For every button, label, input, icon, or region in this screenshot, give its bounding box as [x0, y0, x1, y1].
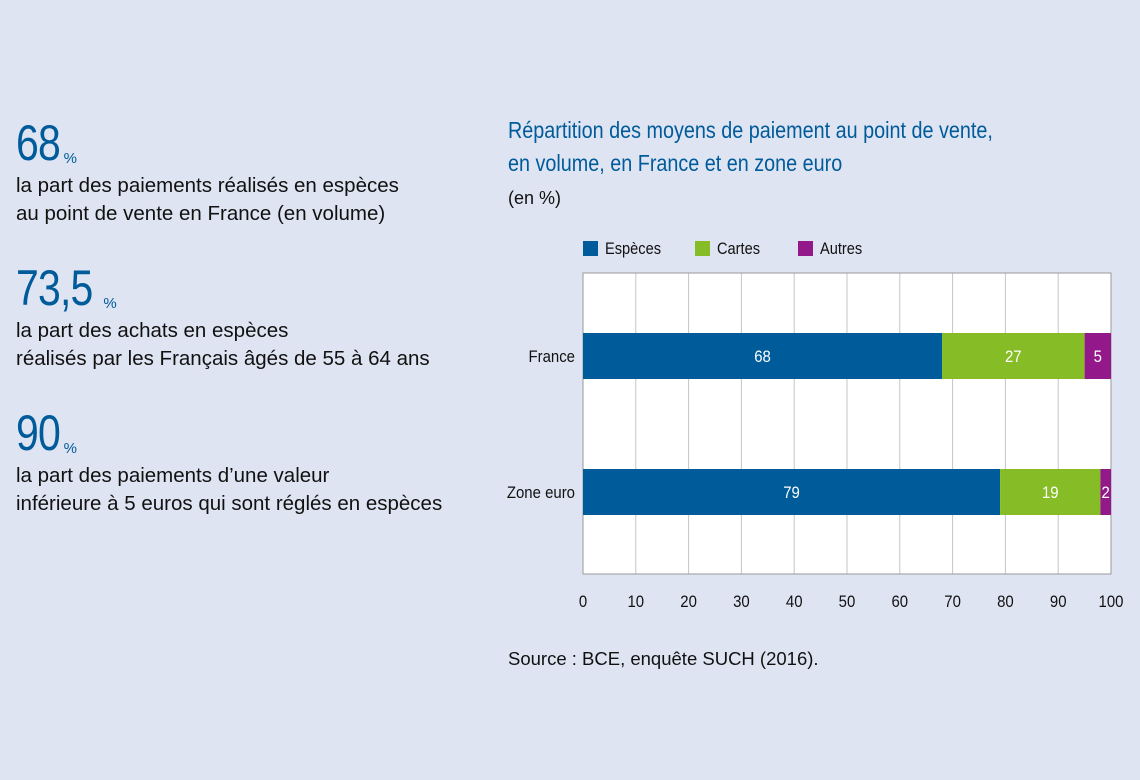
- bar-segment: [1000, 469, 1101, 515]
- legend-swatch: [583, 241, 598, 256]
- stat-value: 73,5: [16, 260, 93, 316]
- x-tick-label: 30: [733, 593, 750, 611]
- stat-unit: %: [63, 440, 77, 457]
- stat-description-line: inférieure à 5 euros qui sont réglés en …: [16, 492, 443, 515]
- stat-1: 68 % la part des paiements réalisés en e…: [16, 118, 399, 228]
- stat-3: 90 % la part des paiements d’une valeur …: [16, 408, 442, 518]
- stat-description: la part des paiements d’une valeur infér…: [16, 462, 442, 518]
- data-label: 2: [1102, 484, 1110, 502]
- x-tick-label: 20: [680, 593, 697, 611]
- category-label: France: [528, 348, 575, 366]
- legend-label: Cartes: [717, 240, 760, 258]
- plot-border: [582, 272, 1112, 575]
- x-tick-label: 10: [627, 593, 644, 611]
- x-tick-label: 40: [786, 593, 803, 611]
- stat-description: la part des achats en espèces réalisés p…: [16, 317, 430, 373]
- legend-swatch: [798, 241, 813, 256]
- category-label: Zone euro: [507, 484, 575, 502]
- legend-swatch: [695, 241, 710, 256]
- chart-title-line: en volume, en France et en zone euro: [508, 150, 843, 176]
- bar-segment: [1100, 469, 1111, 515]
- bar-segment: [583, 333, 943, 379]
- x-tick-label: 0: [579, 593, 587, 611]
- chart-title: Répartition des moyens de paiement au po…: [508, 114, 993, 180]
- data-label: 68: [754, 348, 771, 366]
- source-note: Source : BCE, enquête SUCH (2016).: [508, 648, 819, 669]
- stat-description-line: réalisés par les Français âgés de 55 à 6…: [16, 347, 430, 370]
- stat-value: 68: [16, 115, 61, 171]
- data-label: 5: [1094, 348, 1102, 366]
- stat-description-line: la part des paiements réalisés en espèce…: [16, 174, 399, 197]
- data-label: 79: [783, 484, 800, 502]
- x-tick-label: 100: [1099, 593, 1124, 611]
- stacked-bar-chart: 0 10 20 30 40 50 60 70 80 90 100 68 27 5 France 79 19 2 Zo…: [507, 240, 1124, 611]
- x-tick-label: 80: [997, 593, 1014, 611]
- data-label: 27: [1005, 348, 1022, 366]
- chart-unit-label: (en %): [508, 188, 562, 208]
- data-label: 19: [1042, 484, 1059, 502]
- stat-unit: %: [103, 295, 117, 312]
- bar-segment: [942, 333, 1085, 379]
- stat-2: 73,5 % la part des achats en espèces réa…: [16, 263, 430, 373]
- chart-title-line: Répartition des moyens de paiement au po…: [508, 117, 993, 143]
- bar-segment: [1084, 333, 1111, 379]
- stat-value: 90: [16, 405, 61, 461]
- stat-description-line: la part des achats en espèces: [16, 319, 289, 342]
- legend-label: Espèces: [605, 240, 661, 258]
- x-tick-label: 90: [1050, 593, 1067, 611]
- stat-description-line: la part des paiements d’une valeur: [16, 464, 330, 487]
- stat-description-line: au point de vente en France (en volume): [16, 202, 386, 225]
- x-tick-label: 60: [891, 593, 908, 611]
- x-tick-label: 70: [944, 593, 961, 611]
- legend-label: Autres: [820, 240, 862, 258]
- stat-unit: %: [63, 150, 77, 167]
- x-tick-label: 50: [839, 593, 856, 611]
- stat-description: la part des paiements réalisés en espèce…: [16, 172, 399, 228]
- bar-segment: [583, 469, 1001, 515]
